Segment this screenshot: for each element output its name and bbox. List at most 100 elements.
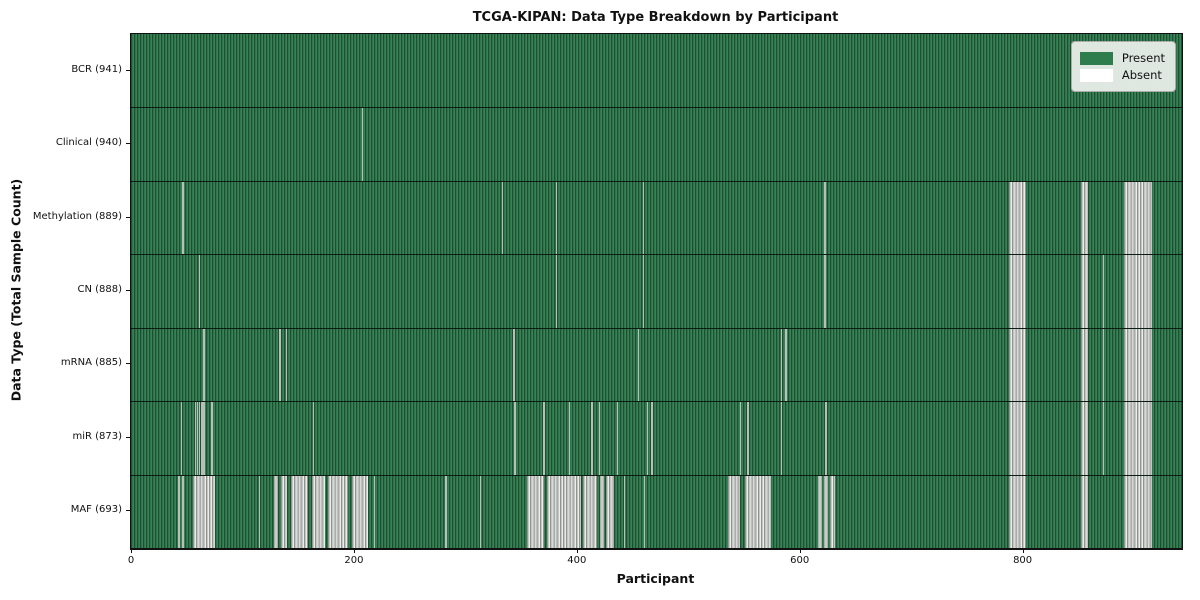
absent-stripe [273, 475, 279, 548]
absent-stripe [824, 475, 828, 548]
absent-stripe [203, 328, 205, 402]
heatmap-row-bcr [131, 34, 1182, 108]
absent-stripe [1009, 402, 1026, 475]
legend-label-present: Present [1121, 51, 1165, 65]
absent-stripe [583, 475, 597, 548]
y-tick [126, 290, 130, 291]
absent-stripe [591, 402, 593, 475]
absent-stripe [193, 475, 215, 548]
absent-stripe [513, 328, 515, 402]
absent-stripe [739, 402, 741, 475]
absent-stripe [1009, 328, 1026, 402]
absent-stripe [600, 475, 604, 548]
row-label-maf: MAF (693) [70, 504, 122, 516]
absent-stripe [1009, 255, 1026, 328]
heatmap-row-methylation [131, 180, 1182, 255]
absent-stripe [1080, 181, 1089, 255]
absent-stripe [1124, 255, 1152, 328]
absent-stripe [279, 328, 281, 402]
absent-stripe [285, 328, 288, 402]
absent-stripe [546, 475, 582, 548]
absent-stripe [281, 475, 288, 548]
absent-stripe [311, 475, 325, 548]
x-axis-label: Participant [616, 571, 695, 586]
absent-stripe [514, 402, 516, 475]
absent-stripe [177, 475, 181, 548]
legend-item-absent: Absent [1079, 68, 1165, 82]
x-tick [799, 549, 801, 553]
absent-stripe [1124, 402, 1152, 475]
absent-stripe [181, 402, 183, 475]
legend-item-present: Present [1079, 51, 1165, 65]
absent-stripe [642, 255, 644, 328]
absent-stripe [198, 402, 201, 475]
absent-stripe [824, 255, 826, 328]
absent-stripe [203, 402, 205, 475]
absent-stripe [1102, 255, 1105, 328]
absent-stripe [1124, 475, 1152, 548]
absent-stripe [194, 402, 196, 475]
absent-stripe [1009, 475, 1026, 548]
row-label-methylation: Methylation (889) [32, 210, 122, 222]
y-tick [126, 69, 130, 71]
heatmap-row-clinical [131, 107, 1182, 181]
absent-stripe [361, 108, 363, 181]
row-label-cn: CN (888) [77, 284, 122, 295]
absent-stripe [605, 475, 614, 548]
y-tick [126, 510, 130, 512]
absent-stripe [616, 402, 619, 475]
absent-stripe [259, 475, 261, 548]
present-swatch-icon [1079, 51, 1113, 65]
absent-swatch-icon [1079, 68, 1113, 82]
absent-stripe [211, 402, 213, 475]
absent-stripe [825, 402, 827, 475]
absent-stripe [785, 328, 787, 402]
absent-stripe [1080, 402, 1089, 475]
absent-stripe [647, 402, 649, 475]
absent-stripe [1080, 255, 1089, 328]
absent-stripe [780, 402, 783, 475]
plot-area: Present Absent [130, 33, 1183, 550]
absent-stripe [623, 475, 625, 548]
heatmap-row-cn [131, 254, 1182, 328]
x-tick-label: 200 [344, 555, 364, 566]
absent-stripe [780, 328, 783, 402]
x-tick-label: 600 [790, 555, 810, 566]
x-tick [131, 549, 132, 553]
absent-stripe [182, 475, 185, 548]
x-tick-label: 800 [1013, 555, 1033, 566]
absent-stripe [599, 402, 601, 475]
absent-stripe [555, 255, 557, 328]
absent-stripe [569, 402, 571, 475]
y-tick [126, 363, 130, 365]
absent-stripe [728, 475, 740, 548]
absent-stripe [1080, 475, 1089, 548]
absent-stripe [747, 402, 749, 475]
absent-stripe [1124, 181, 1152, 255]
row-label-mir: miR (873) [72, 430, 122, 442]
absent-stripe [1102, 402, 1105, 475]
chart-title: TCGA-KIPAN: Data Type Breakdown by Parti… [472, 10, 839, 25]
row-label-bcr: BCR (941) [71, 63, 122, 75]
absent-stripe [1124, 328, 1152, 402]
absent-stripe [1080, 328, 1089, 402]
absent-stripe [643, 475, 645, 548]
x-tick-label: 400 [567, 555, 587, 566]
absent-stripe [312, 402, 314, 475]
x-tick [1022, 549, 1024, 553]
absent-stripe [479, 475, 482, 548]
absent-stripe [373, 475, 376, 548]
absent-stripe [817, 475, 822, 548]
heatmap-row-maf [131, 474, 1182, 548]
absent-stripe [1009, 181, 1026, 255]
x-tick-label: 0 [127, 555, 135, 566]
y-tick [126, 436, 130, 438]
absent-stripe [526, 475, 545, 548]
absent-stripe [745, 475, 771, 548]
row-label-clinical: Clinical (940) [55, 137, 122, 149]
absent-stripe [543, 402, 545, 475]
heatmap-row-mrna [131, 327, 1182, 402]
absent-stripe [555, 181, 557, 255]
absent-stripe [201, 402, 203, 475]
